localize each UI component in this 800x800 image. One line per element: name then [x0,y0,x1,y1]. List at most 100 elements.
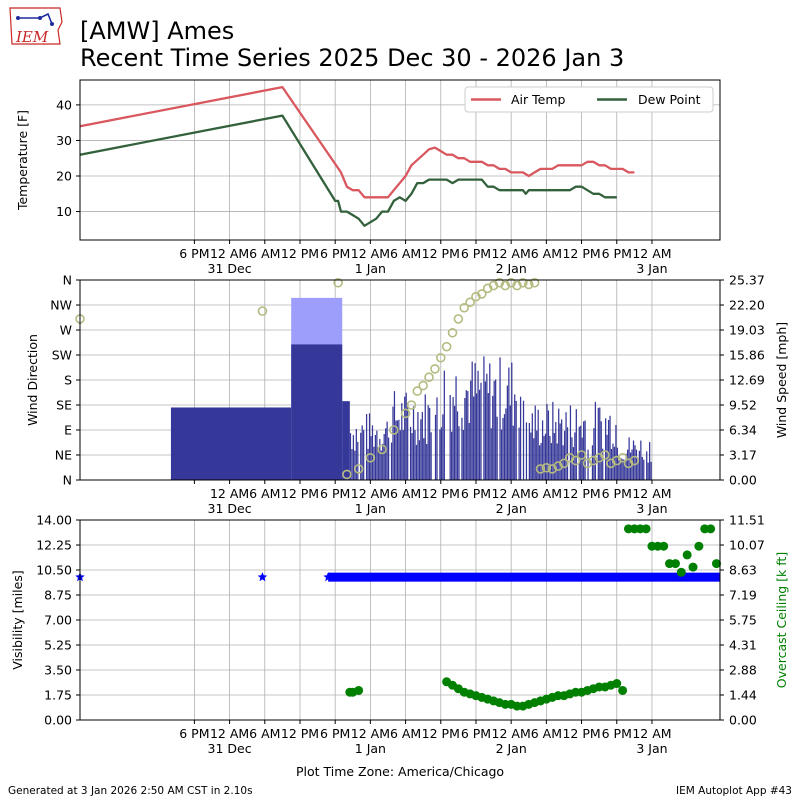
wind-speed-bar [580,425,582,480]
wind-speed-bar [414,430,416,480]
wind-direction-point [365,452,376,463]
x-tick-label: 6 PM [461,246,491,261]
wind-speed-bar [607,420,610,480]
wind-direction-point [594,452,604,463]
wind-speed-bar [650,461,652,480]
wind-speed-bar [502,417,504,480]
x-tick-label: 12 AM [632,486,671,501]
wind-speed-bar [402,429,404,480]
wind-direction-point [435,352,446,363]
x-tick-label: 12 AM [351,246,390,261]
wind-speed-bar [365,414,368,480]
wind-direction-tick-label: N [63,273,72,288]
wind-direction-point [553,461,563,471]
wind-speed-bar [602,448,604,480]
wind-speed-bar [531,413,533,480]
wind-direction-ylabel: Wind Direction [25,334,40,426]
wind-speed-tick-label: 19.03 [729,323,765,338]
wind-speed-bar [484,381,487,480]
wind-direction-point [623,458,634,469]
wind-speed-bar [512,425,514,480]
wind-speed-bar [647,462,649,480]
wind-speed-bar [638,450,640,480]
x-tick-label: 6 PM [602,246,632,261]
wind-speed-bar [371,425,374,480]
wind-speed-bar [632,440,635,480]
x-tick-label: 12 AM [492,246,531,261]
wind-speed-bar [458,426,460,480]
x-tick-label: 12 PM [422,246,460,261]
ceiling-tick-label: 8.63 [729,563,757,578]
wind-speed-bar [443,370,445,480]
x-date-label: 1 Jan [355,501,386,516]
temperature-legend: Air Temp Dew Point [464,86,714,113]
wind-speed-bar [541,420,544,480]
wind-speed-bar [380,450,382,480]
wind-speed-bar [496,416,498,480]
wind-speed-bar [640,440,642,480]
wind-speed-bar [291,344,343,480]
wind-speed-bar [351,449,353,480]
wind-direction-point [559,458,569,469]
wind-speed-bar [487,393,489,480]
wind-direction-point [576,450,587,460]
wind-speed-bar [627,449,629,480]
wind-speed-bar [584,420,586,480]
wind-speed-bar [170,407,292,480]
wind-speed-bar [600,421,602,480]
wind-speed-bar [489,363,491,480]
wind-speed-bar [411,433,413,480]
wind-speed-bar [559,423,561,480]
wind-speed-tick-label: 25.37 [729,273,765,288]
wind-speed-bar [386,421,388,480]
wind-speed-bar [478,389,481,480]
wind-direction-point [488,280,499,291]
x-tick-label: 12 AM [492,726,531,741]
visibility-ylabel: Visibility [miles] [10,570,25,669]
x-tick-label: 6 AM [531,246,562,261]
x-tick-label: 6 AM [390,726,421,741]
visibility-tick-label: 8.75 [44,588,72,603]
x-tick-label: 6 PM [179,726,209,741]
wind-speed-bar [377,447,379,480]
wind-speed-bar [493,380,495,480]
wind-speed-bar [518,427,520,480]
wind-direction-point [418,380,428,391]
ceiling-tick-label: 11.51 [729,513,765,528]
x-tick-label: 6 AM [249,246,280,261]
wind-speed-bar [475,393,478,480]
ceiling-point [682,550,692,560]
wind-speed-bar [549,435,551,480]
wind-speed-bar [505,408,507,480]
x-tick-label: 12 PM [281,726,319,741]
wind-speed-bar [522,400,525,480]
wind-speed-bar [471,361,473,480]
wind-speed-bar [509,405,511,480]
wind-speed-bar [552,401,554,480]
wind-speed-bar [503,414,506,480]
ceiling-point [670,559,680,569]
wind-speed-bar [368,413,371,480]
x-date-label: 3 Jan [636,261,667,276]
wind-speed-bar [407,402,409,480]
wind-speed-bar [615,424,617,480]
wind-direction-point [342,469,352,480]
wind-speed-bar [547,410,550,480]
visibility-band [328,572,720,582]
generated-footer: Generated at 3 Jan 2026 2:50 AM CST in 2… [8,785,253,797]
wind-speed-bar [405,392,407,480]
ceiling-ylabel: Overcast Ceiling [k ft] [774,552,789,688]
plot-timezone-label: Plot Time Zone: America/Chicago [296,764,504,779]
visibility-tick-label: 1.75 [44,688,72,703]
wind-speed-bar [355,428,357,480]
x-tick-label: 6 AM [249,726,280,741]
wind-speed-bar [387,437,390,480]
visibility-tick-label: 12.25 [36,538,72,553]
wind-speed-bar [599,407,601,480]
x-date-label: 3 Jan [636,741,667,756]
wind-speed-bar [382,443,384,480]
ceiling-point [676,567,686,577]
wind-speed-bar [495,379,497,480]
wind-direction-point [565,452,575,463]
